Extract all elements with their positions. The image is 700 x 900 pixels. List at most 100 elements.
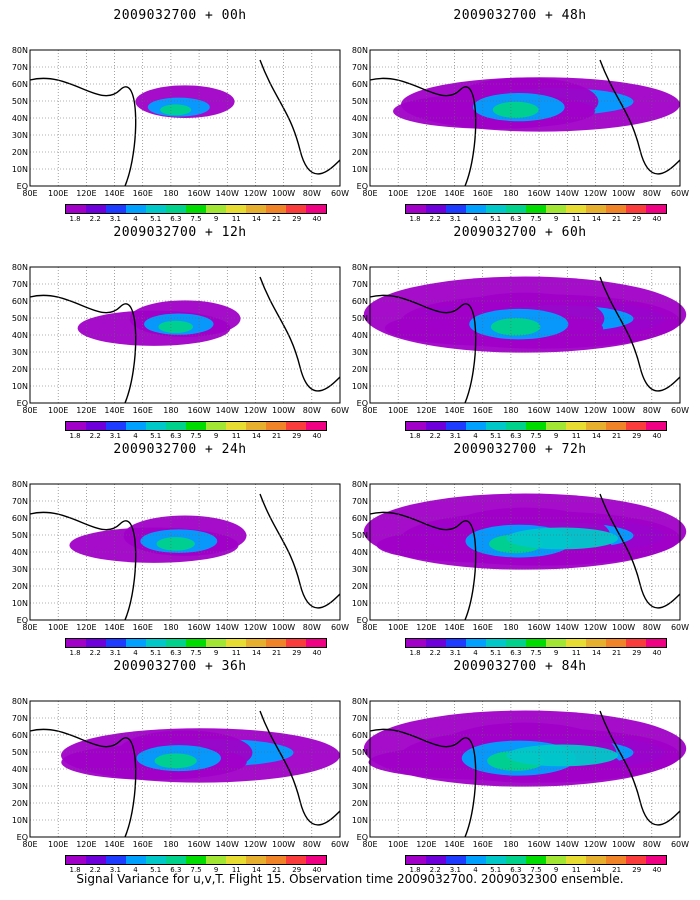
longitude-label: 100W: [612, 840, 635, 849]
colorbar-label: 5.1: [490, 215, 502, 223]
latitude-label: 40N: [352, 331, 368, 340]
colorbar-swatch: [286, 856, 306, 864]
panel-title: 2009032700 + 48h: [453, 8, 587, 23]
longitude-label: 140E: [104, 623, 124, 632]
colorbar-swatch: [406, 856, 426, 864]
longitude-label: 140W: [556, 623, 579, 632]
longitude-label: 140W: [556, 406, 579, 415]
colorbar-label: 1.8: [69, 649, 81, 657]
variance-contour: [506, 744, 618, 767]
colorbar-swatch: [426, 856, 446, 864]
latitude-label: 70N: [352, 280, 368, 289]
longitude-label: 160E: [133, 840, 153, 849]
panel-title: 2009032700 + 00h: [113, 8, 247, 23]
longitude-label: 180: [503, 406, 518, 415]
colorbar-swatch: [566, 639, 586, 647]
latitude-label: 50N: [12, 97, 28, 106]
colorbar-swatch: [406, 639, 426, 647]
longitude-label: 140E: [104, 406, 124, 415]
colorbar-label: 4: [473, 866, 478, 874]
longitude-label: 80W: [643, 840, 661, 849]
latitude-label: 50N: [352, 748, 368, 757]
colorbar-swatch: [506, 856, 526, 864]
colorbar-swatch: [226, 639, 246, 647]
colorbar-label: 4: [133, 649, 138, 657]
colorbar-swatch: [586, 639, 606, 647]
colorbar-label: 1.8: [69, 866, 81, 874]
colorbar-label: 9: [213, 432, 219, 440]
map-frame: [29, 49, 341, 187]
longitude-label: 100W: [612, 623, 635, 632]
latitude-label: 10N: [12, 382, 28, 391]
latitude-label: 70N: [352, 497, 368, 506]
figure-caption: Signal Variance for u,v,T. Flight 15. Ob…: [76, 872, 624, 886]
map-frame: [369, 483, 681, 621]
colorbar-swatch: [246, 422, 266, 430]
colorbar-swatch: [266, 639, 286, 647]
longitude-label: 60W: [671, 623, 689, 632]
colorbar-label: 14: [591, 866, 601, 874]
colorbar-label: 21: [612, 649, 622, 657]
latitude-label: 30N: [352, 782, 368, 791]
latitude-label: 80N: [352, 697, 368, 706]
latitude-label: EQ: [17, 399, 28, 408]
colorbar-label: 14: [591, 649, 601, 657]
map-panel: 2009032700 + 00h 80N 70N 60N 50N 40N 30N 20N 10N…: [10, 8, 350, 223]
longitude-label: 180: [503, 840, 518, 849]
colorbar-label: 5.1: [150, 649, 162, 657]
colorbar-label: 3.1: [109, 215, 121, 223]
colorbar-label: 14: [251, 649, 261, 657]
colorbar-swatch: [586, 205, 606, 213]
longitude-label: 100W: [612, 406, 635, 415]
longitude-label: 80W: [643, 406, 661, 415]
colorbar-label: 14: [251, 432, 261, 440]
colorbar-swatch: [286, 205, 306, 213]
latitude-label: 70N: [12, 63, 28, 72]
colorbar-label: 2.2: [429, 866, 441, 874]
colorbar-label: 6.3: [170, 432, 182, 440]
latitude-label: EQ: [357, 399, 368, 408]
latitude-label: 80N: [12, 480, 28, 489]
colorbar-swatch: [526, 856, 546, 864]
latitude-label: 30N: [352, 565, 368, 574]
longitude-label: 80W: [643, 623, 661, 632]
latitude-label: EQ: [357, 182, 368, 191]
colorbar-label: 21: [612, 432, 622, 440]
colorbar-label: 6.3: [170, 215, 182, 223]
latitude-label: 40N: [352, 765, 368, 774]
map-plot: 80N 70N 60N 50N 40N 30N 20N 10N EQ 80E 100E 120E 140…: [350, 472, 690, 642]
colorbar-label: 40: [312, 649, 322, 657]
colorbar-swatch: [626, 205, 646, 213]
colorbar-swatch: [466, 205, 486, 213]
colorbar-swatch: [206, 639, 226, 647]
latitude-label: 10N: [12, 816, 28, 825]
longitude-label: 100E: [48, 406, 68, 415]
map-plot: 80N 70N 60N 50N 40N 30N 20N 10N EQ 80E 100E 120E 140…: [10, 689, 350, 859]
latitude-label: EQ: [357, 833, 368, 842]
colorbar-label: 6.3: [510, 866, 522, 874]
variance-field: [363, 493, 687, 570]
longitude-label: 180: [163, 189, 178, 198]
colorbar-swatch: [86, 422, 106, 430]
longitude-label: 120E: [416, 623, 436, 632]
colorbar-label: 9: [553, 649, 559, 657]
longitude-label: 140W: [216, 623, 239, 632]
latitude-label: 10N: [352, 382, 368, 391]
latitude-label: 60N: [12, 297, 28, 306]
colorbar-label: 7.5: [530, 432, 542, 440]
latitude-label: 30N: [12, 565, 28, 574]
longitude-label: 100E: [388, 623, 408, 632]
latitude-label: 30N: [352, 131, 368, 140]
colorbar-label: 14: [251, 215, 261, 223]
map-panel: 2009032700 + 24h 80N 70N 60N 50N 40N 30N 20N 10N…: [10, 442, 350, 657]
latitude-label: 80N: [12, 263, 28, 272]
colorbar-label: 7.5: [530, 215, 542, 223]
colorbar-label: 1.8: [69, 215, 81, 223]
latitude-label: 20N: [352, 365, 368, 374]
colorbar-label: 29: [632, 649, 642, 657]
colorbar-label: 40: [652, 649, 662, 657]
colorbar-label: 2.2: [89, 432, 101, 440]
longitude-label: 60W: [671, 840, 689, 849]
variance-field: [363, 276, 687, 353]
latitude-label: 50N: [12, 748, 28, 757]
